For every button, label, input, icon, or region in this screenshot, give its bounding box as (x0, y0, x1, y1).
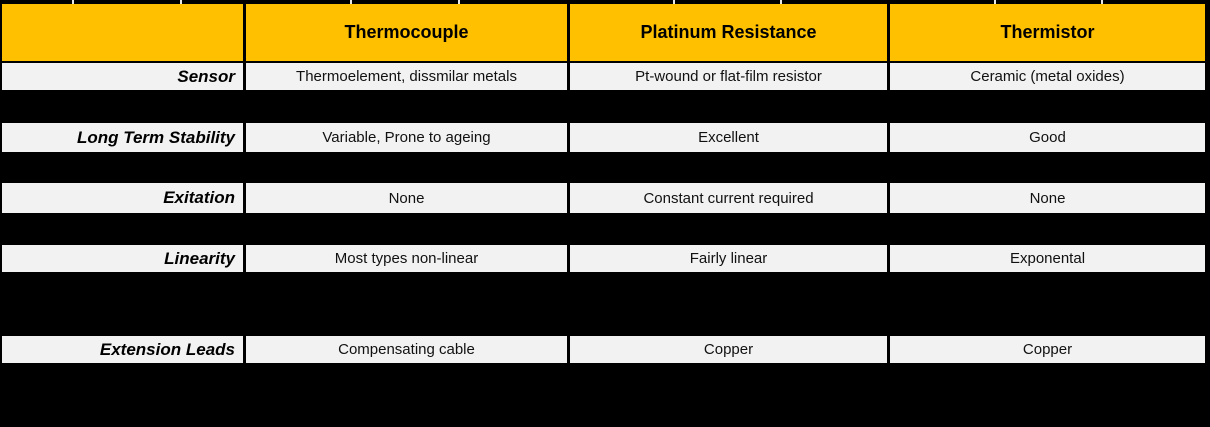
column-divider (243, 336, 246, 363)
cell-value: None (890, 183, 1205, 213)
column-divider (887, 245, 890, 272)
table-row-linearity: Linearity Most types non-linear Fairly l… (0, 245, 1210, 272)
cell-value: Excellent (570, 123, 887, 152)
row-label: Linearity (2, 245, 243, 272)
cell-value: Fairly linear (570, 245, 887, 272)
column-divider (243, 63, 246, 90)
column-divider (887, 183, 890, 213)
column-divider (567, 183, 570, 213)
column-divider (567, 245, 570, 272)
column-divider (243, 123, 246, 152)
table-row-extension-leads: Extension Leads Compensating cable Coppe… (0, 336, 1210, 363)
cell-value: Most types non-linear (246, 245, 567, 272)
column-divider (567, 336, 570, 363)
cell-value: Copper (890, 336, 1205, 363)
table-row-exitation: Exitation None Constant current required… (0, 183, 1210, 213)
row-label: Sensor (2, 63, 243, 90)
cell-value: Good (890, 123, 1205, 152)
gridline-tick (1101, 0, 1103, 4)
gridline-tick (180, 0, 182, 4)
gridline-tick (350, 0, 352, 4)
header-corner-cell (2, 4, 243, 61)
table-row-sensor: Sensor Thermoelement, dissmilar metals P… (0, 63, 1210, 90)
cell-value: Variable, Prone to ageing (246, 123, 567, 152)
cell-value: Constant current required (570, 183, 887, 213)
column-divider (243, 245, 246, 272)
column-divider (243, 4, 246, 61)
column-divider (887, 336, 890, 363)
column-divider (567, 4, 570, 61)
gridline-tick (780, 0, 782, 4)
row-label: Extension Leads (2, 336, 243, 363)
table-row-long-term-stability: Long Term Stability Variable, Prone to a… (0, 123, 1210, 152)
cell-value: Exponental (890, 245, 1205, 272)
header-cell-thermistor: Thermistor (890, 4, 1205, 61)
header-cell-thermocouple: Thermocouple (246, 4, 567, 61)
gridline-tick (673, 0, 675, 4)
cell-value: Ceramic (metal oxides) (890, 63, 1205, 90)
cell-value: Compensating cable (246, 336, 567, 363)
column-divider (567, 63, 570, 90)
table-header-row: Thermocouple Platinum Resistance Thermis… (0, 4, 1210, 61)
gridline-tick (72, 0, 74, 4)
cell-value: Thermoelement, dissmilar metals (246, 63, 567, 90)
cell-value: None (246, 183, 567, 213)
column-divider (887, 4, 890, 61)
gridline-tick (994, 0, 996, 4)
row-label: Exitation (2, 183, 243, 213)
cell-value: Copper (570, 336, 887, 363)
column-divider (567, 123, 570, 152)
column-divider (887, 123, 890, 152)
cell-value: Pt-wound or flat-film resistor (570, 63, 887, 90)
column-divider (887, 63, 890, 90)
gridline-tick (458, 0, 460, 4)
header-cell-platinum-resistance: Platinum Resistance (570, 4, 887, 61)
column-divider (243, 183, 246, 213)
row-label: Long Term Stability (2, 123, 243, 152)
